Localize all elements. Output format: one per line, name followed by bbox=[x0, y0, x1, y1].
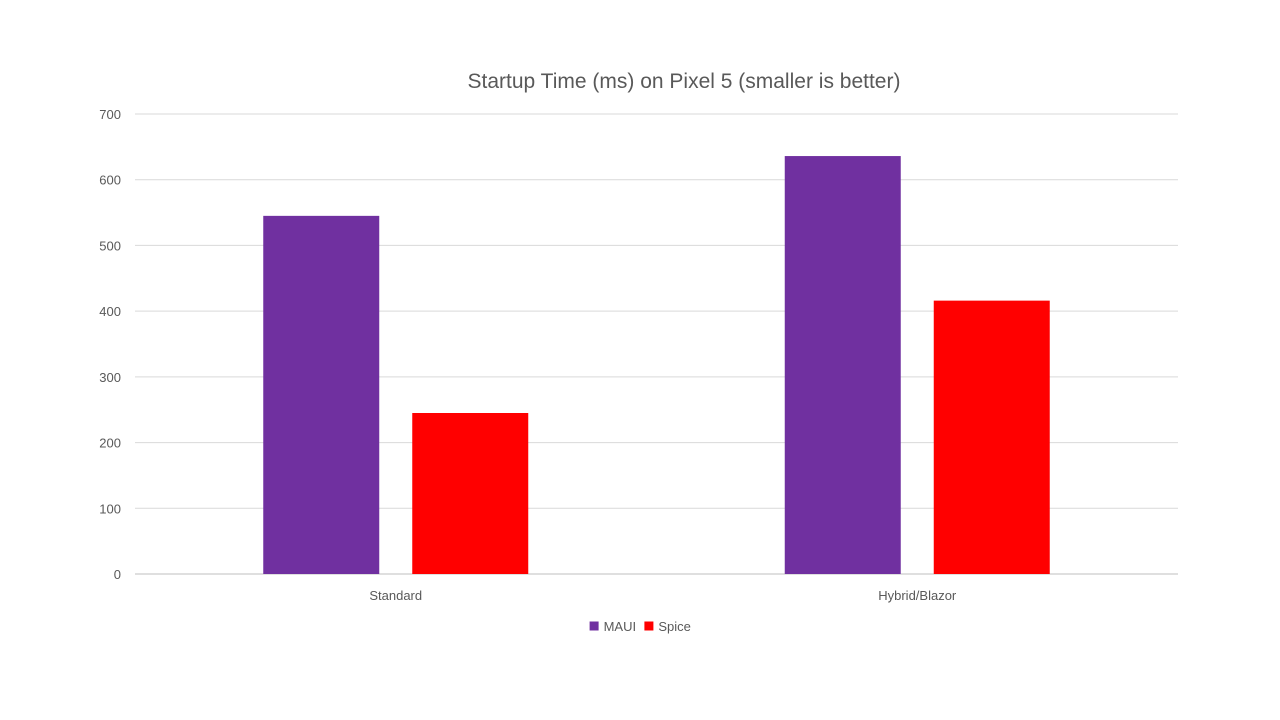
chart-title: Startup Time (ms) on Pixel 5 (smaller is… bbox=[468, 70, 901, 93]
legend: MAUI Spice bbox=[589, 619, 691, 634]
bar-maui-standard bbox=[263, 215, 380, 574]
legend-item-spice: Spice bbox=[644, 619, 691, 634]
legend-swatch bbox=[644, 621, 654, 631]
x-tick-label: Hybrid/Blazor bbox=[878, 588, 957, 603]
y-tick-label: 300 bbox=[99, 370, 121, 385]
y-tick-label: 600 bbox=[99, 173, 121, 188]
x-axis-ticks: Standard Hybrid/Blazor bbox=[369, 588, 957, 603]
bar-spice-standard bbox=[412, 413, 529, 574]
y-tick-label: 500 bbox=[99, 238, 121, 253]
y-tick-label: 400 bbox=[99, 304, 121, 319]
x-tick-label: Standard bbox=[369, 588, 422, 603]
bar-spice-hybrid-blazor bbox=[933, 300, 1050, 574]
legend-label: Spice bbox=[658, 619, 691, 634]
y-axis-ticks: 0 100 200 300 400 500 600 700 bbox=[99, 107, 121, 582]
bar-maui-hybrid-blazor bbox=[784, 156, 901, 575]
legend-swatch bbox=[589, 621, 599, 631]
legend-item-maui: MAUI bbox=[589, 619, 637, 634]
y-tick-label: 100 bbox=[99, 501, 121, 516]
y-tick-label: 0 bbox=[114, 567, 121, 582]
legend-label: MAUI bbox=[604, 619, 637, 634]
y-tick-label: 200 bbox=[99, 436, 121, 451]
bars bbox=[263, 156, 1050, 575]
y-tick-label: 700 bbox=[99, 107, 121, 122]
